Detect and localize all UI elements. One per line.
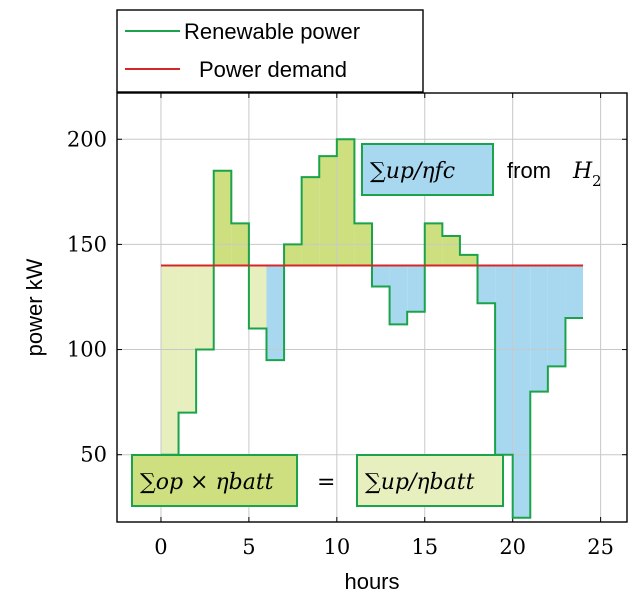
area-fill-segment [319, 156, 337, 266]
area-fill-segment [372, 265, 390, 287]
annotation-h2-from: from [507, 158, 551, 183]
x-tick-label: 10 [323, 535, 350, 559]
annotation-batt-left-box [131, 454, 298, 507]
area-fills [160, 139, 584, 518]
area-fill-segment [248, 265, 267, 329]
area-fill-segment [512, 265, 531, 518]
legend-label-renewable: Renewable power [184, 19, 360, 44]
area-fill-segment [266, 265, 285, 361]
annotation-battery: ∑op × ηbatt = ∑up/ηbatt [131, 454, 504, 507]
axis-ticks: 0 5 10 15 20 25 50 100 150 200 [67, 93, 627, 559]
area-fill-segment [213, 170, 232, 266]
legend-box [116, 9, 424, 93]
y-tick-label: 100 [67, 338, 107, 362]
area-fill-segment [284, 244, 302, 266]
y-tick-label: 150 [67, 232, 107, 256]
area-fill-segment [178, 265, 197, 413]
area-fill-segment [530, 265, 548, 392]
area-fill-segment [459, 254, 478, 266]
area-fill-segment [495, 265, 513, 455]
x-tick-label: 25 [587, 535, 614, 559]
x-axis-label: hours [344, 569, 399, 594]
series-line-renewable [160, 138, 584, 519]
area-fill-segment [336, 139, 355, 266]
series-lines [160, 138, 584, 519]
annotation-batt-right-formula: ∑up/ηbatt [365, 470, 475, 495]
area-fill-segment [547, 265, 566, 367]
area-fill-segment [160, 265, 179, 455]
annotation-h2-box [361, 143, 494, 196]
y-axis-label: power kW [22, 258, 47, 356]
area-fill-segment [477, 265, 496, 304]
area-fill-segment [407, 265, 425, 312]
legend-label-demand: Power demand [199, 57, 347, 82]
x-tick-label: 5 [242, 535, 255, 559]
y-tick-label: 200 [67, 127, 107, 151]
x-tick-label: 20 [499, 535, 526, 559]
area-fill-segment [301, 177, 320, 266]
plot-frame [116, 92, 628, 523]
annotation-h2-var: H [572, 159, 593, 184]
annotation-h2-formula: ∑up/ηfc [370, 159, 455, 184]
area-fill-segment [442, 236, 460, 266]
annotation-h2-subscript: 2 [592, 172, 602, 190]
annotation-batt-left-formula: ∑op × ηbatt [140, 470, 274, 495]
area-fill-segment [389, 265, 408, 325]
area-fill-segment [565, 265, 584, 319]
annotation-equals: = [317, 470, 335, 495]
annotation-batt-right-box [356, 454, 504, 507]
area-fill-segment [196, 265, 214, 350]
y-tick-label: 50 [80, 443, 107, 467]
x-tick-label: 15 [411, 535, 438, 559]
annotation-h2: ∑up/ηfc from H 2 [361, 143, 602, 196]
x-tick-label: 0 [154, 535, 167, 559]
legend: Renewable power Power demand [116, 9, 424, 93]
